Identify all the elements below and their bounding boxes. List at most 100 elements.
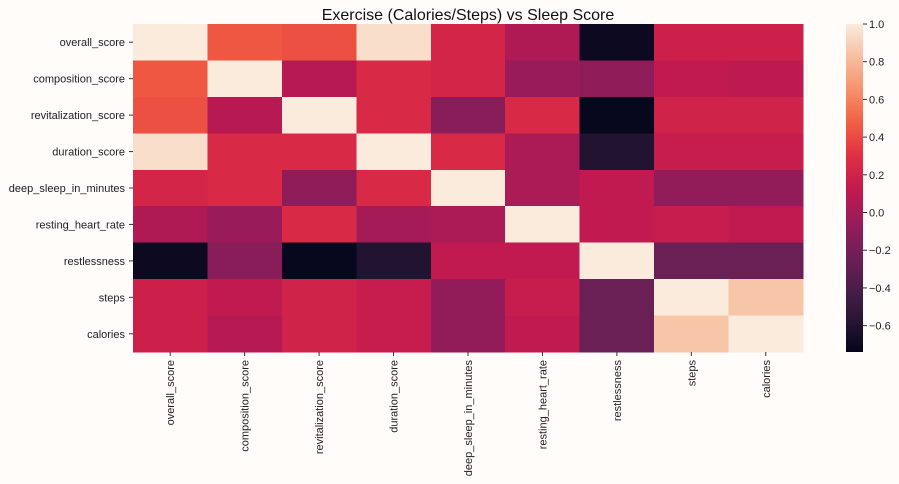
row-label: steps bbox=[99, 292, 126, 304]
heatmap-cell bbox=[654, 279, 730, 317]
column-label: duration_score bbox=[389, 360, 401, 433]
colorbar-tick-label: 0.4 bbox=[869, 132, 884, 144]
heatmap-cell bbox=[505, 133, 581, 171]
heatmap-cell bbox=[356, 206, 432, 244]
heatmap-cell bbox=[207, 169, 283, 207]
heatmap-cell bbox=[133, 279, 209, 317]
row-label: revitalization_score bbox=[31, 110, 125, 122]
heatmap-cell bbox=[728, 279, 804, 317]
heatmap-cell bbox=[207, 24, 283, 62]
heatmap-cell bbox=[356, 279, 432, 317]
heatmap-cell bbox=[207, 96, 283, 134]
heatmap-cell bbox=[430, 206, 506, 244]
heatmap-cell bbox=[654, 133, 730, 171]
heatmap-cell bbox=[356, 315, 432, 353]
heatmap-cell bbox=[207, 206, 283, 244]
heatmap-cell bbox=[133, 315, 209, 353]
heatmap-cell bbox=[579, 133, 655, 171]
heatmap-cell bbox=[505, 96, 581, 134]
heatmap-cell bbox=[133, 133, 209, 171]
heatmap-cell bbox=[505, 206, 581, 244]
column-label: revitalization_score bbox=[314, 360, 326, 454]
heatmap-cell bbox=[579, 60, 655, 98]
colorbar: 1.0 0.8 0.6 0.4 0.2 0.0 −0.2 −0.4 −0.6 bbox=[846, 19, 891, 352]
heatmap-cell bbox=[356, 60, 432, 98]
heatmap-cell bbox=[728, 206, 804, 244]
heatmap-cell bbox=[281, 279, 357, 317]
heatmap-cell bbox=[505, 315, 581, 353]
heatmap-cell bbox=[728, 96, 804, 134]
chart-title: Exercise (Calories/Steps) vs Sleep Score bbox=[322, 7, 615, 24]
heatmap-cell bbox=[281, 315, 357, 353]
row-label: restlessness bbox=[64, 256, 126, 268]
heatmap-cell bbox=[133, 24, 209, 62]
heatmap-cell bbox=[579, 96, 655, 134]
column-label: overall_score bbox=[165, 360, 177, 425]
heatmap-cell bbox=[133, 169, 209, 207]
heatmap-cell bbox=[505, 60, 581, 98]
colorbar-tick-label: 0.8 bbox=[869, 57, 884, 69]
colorbar-tick-label: 0.2 bbox=[869, 170, 884, 182]
heatmap-cell bbox=[505, 242, 581, 280]
heatmap-cell bbox=[281, 133, 357, 171]
heatmap-cell bbox=[505, 279, 581, 317]
heatmap-cell bbox=[728, 60, 804, 98]
column-label: calories bbox=[761, 360, 773, 398]
heatmap-cell bbox=[430, 242, 506, 280]
heatmap-cell bbox=[654, 242, 730, 280]
heatmap-cell bbox=[356, 24, 432, 62]
column-label: deep_sleep_in_minutes bbox=[463, 360, 475, 477]
heatmap-cell bbox=[281, 169, 357, 207]
heatmap-cell bbox=[579, 24, 655, 62]
heatmap-cell bbox=[356, 133, 432, 171]
colorbar-tick-label: 0.0 bbox=[869, 208, 884, 220]
heatmap-cell bbox=[430, 60, 506, 98]
heatmap-cell bbox=[579, 279, 655, 317]
heatmap-cell bbox=[430, 169, 506, 207]
heatmap-cell bbox=[281, 242, 357, 280]
heatmap-cell bbox=[207, 133, 283, 171]
heatmap-cell bbox=[356, 169, 432, 207]
heatmap-cell bbox=[654, 24, 730, 62]
heatmap-cell bbox=[505, 169, 581, 207]
heatmap-cell bbox=[356, 242, 432, 280]
heatmap-cell bbox=[356, 96, 432, 134]
heatmap-cell bbox=[579, 315, 655, 353]
heatmap-cell bbox=[133, 96, 209, 134]
heatmap-cell bbox=[430, 24, 506, 62]
column-label: steps bbox=[686, 360, 698, 387]
heatmap-cell bbox=[207, 279, 283, 317]
heatmap-cell bbox=[728, 242, 804, 280]
row-labels: overall_score composition_score revitaliza… bbox=[9, 37, 133, 341]
heatmap-cell bbox=[579, 206, 655, 244]
colorbar-tick-label: 0.6 bbox=[869, 94, 884, 106]
row-label: deep_sleep_in_minutes bbox=[9, 183, 126, 195]
heatmap-cell bbox=[654, 169, 730, 207]
heatmap-cell bbox=[579, 242, 655, 280]
heatmap-cell bbox=[133, 60, 209, 98]
heatmap-cell bbox=[281, 206, 357, 244]
colorbar-tick-label: 1.0 bbox=[869, 19, 884, 31]
heatmap-cell bbox=[207, 242, 283, 280]
heatmap-cell bbox=[505, 24, 581, 62]
heatmap-cell bbox=[579, 169, 655, 207]
row-label: duration_score bbox=[52, 147, 125, 159]
colorbar-gradient bbox=[846, 24, 863, 352]
colorbar-tick-label: −0.4 bbox=[869, 283, 891, 295]
column-labels: overall_score composition_score revitaliza… bbox=[165, 352, 773, 476]
row-label: overall_score bbox=[60, 37, 125, 49]
heatmap-cell bbox=[207, 60, 283, 98]
heatmap-cell bbox=[207, 315, 283, 353]
row-label: composition_score bbox=[33, 74, 125, 86]
column-label: composition_score bbox=[240, 360, 252, 452]
heatmap-cell bbox=[654, 96, 730, 134]
colorbar-tick-label: −0.2 bbox=[869, 245, 891, 257]
heatmap-cell bbox=[728, 315, 804, 353]
column-label: restlessness bbox=[612, 360, 624, 422]
heatmap-cell bbox=[654, 60, 730, 98]
heatmap-cell bbox=[281, 60, 357, 98]
heatmap-cell bbox=[654, 315, 730, 353]
row-label: calories bbox=[87, 329, 125, 341]
heatmap-cell bbox=[654, 206, 730, 244]
